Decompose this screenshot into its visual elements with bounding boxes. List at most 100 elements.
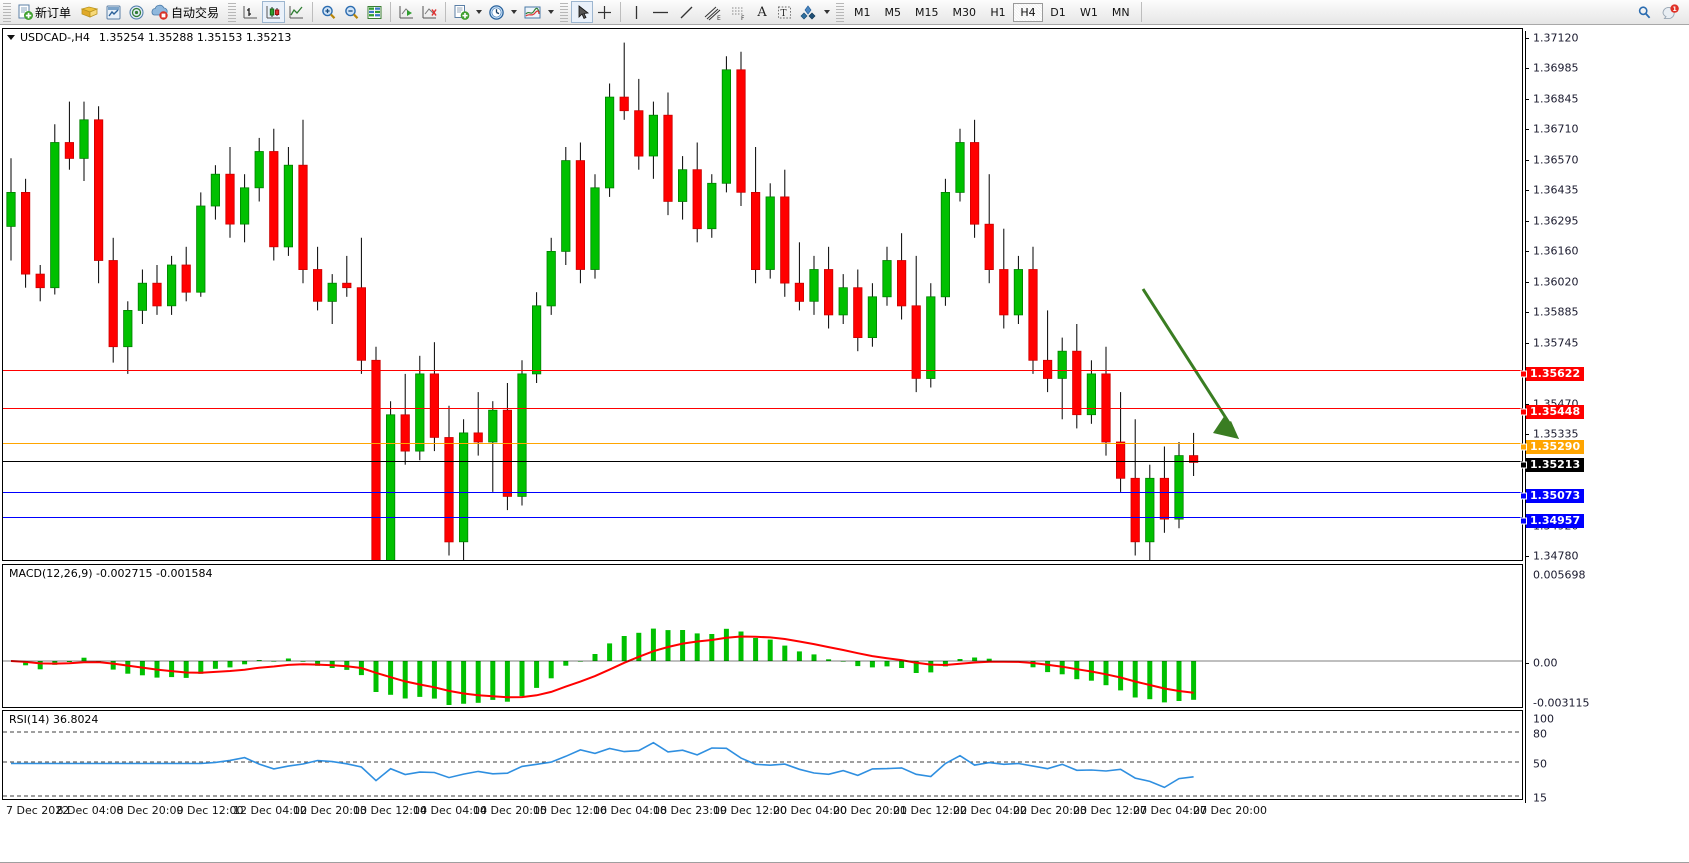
new-order-button[interactable]: 新订单 (14, 1, 77, 23)
shift-end-button[interactable] (395, 1, 418, 23)
price-scale[interactable]: 1.37120 1.36985 1.36845 1.36710 1.36570 1.364… (1520, 28, 1687, 805)
rsi-axis-label: 100 (1533, 712, 1554, 726)
timeframe-m1[interactable]: M1 (854, 5, 871, 19)
price-axis-label: 1.36570 (1533, 153, 1579, 167)
templates-button[interactable] (450, 1, 473, 23)
price-tick (1525, 160, 1529, 161)
time-axis-label: 14 Dec 04:00 (413, 804, 487, 817)
cursor-button[interactable] (571, 1, 594, 23)
level-tag-resistance-1[interactable]: 1.35622 (1526, 367, 1585, 381)
timeframe-m5[interactable]: M5 (884, 5, 902, 19)
level-line-resistance-1[interactable] (3, 370, 1522, 371)
level-handle-pivot[interactable] (1520, 443, 1527, 451)
price-pane[interactable]: USDCAD-,H4 1.35254 1.35288 1.35153 1.352… (2, 28, 1523, 561)
chart-area[interactable]: USDCAD-,H4 1.35254 1.35288 1.35153 1.352… (0, 25, 1689, 863)
bar-chart-button[interactable] (239, 1, 262, 23)
rsi-pane[interactable]: RSI(14) 36.8024 (2, 710, 1523, 800)
text-label-button[interactable]: T (773, 1, 796, 23)
level-line-current-price[interactable] (3, 461, 1522, 462)
macd-axis-label: -0.003115 (1533, 696, 1590, 710)
objects-dropdown-icon[interactable] (824, 10, 831, 14)
price-tick (1525, 251, 1529, 252)
search-button[interactable] (1633, 1, 1656, 23)
candlestick-chart-button[interactable] (262, 1, 286, 23)
svg-text:E: E (717, 15, 721, 21)
time-axis-label: 18 Dec 23:00 (653, 804, 727, 817)
period-dropdown-icon[interactable] (511, 10, 518, 14)
trendline-button[interactable] (674, 1, 699, 23)
price-tick (1525, 129, 1529, 130)
text-button[interactable]: A (757, 4, 767, 20)
timeframe-d1[interactable]: D1 (1050, 5, 1066, 19)
price-tick (1525, 38, 1529, 39)
objects-button[interactable] (796, 1, 821, 23)
line-chart-button[interactable] (285, 1, 308, 23)
time-axis-label: 7 Dec 2022 (6, 804, 70, 817)
level-line-pivot[interactable] (3, 443, 1522, 444)
macd-tick (1525, 663, 1529, 664)
time-axis[interactable]: 7 Dec 2022 8 Dec 04:00 8 Dec 20:00 9 Dec 12… (2, 801, 1523, 823)
toolbar-grip[interactable] (3, 2, 11, 22)
profile-button[interactable] (77, 1, 102, 23)
templates-dropdown-icon[interactable] (476, 10, 483, 14)
auto-scroll-button[interactable] (418, 1, 441, 23)
market-watch-button[interactable] (102, 1, 125, 23)
level-handle-current-price[interactable] (1520, 461, 1527, 469)
zoom-in-button[interactable] (317, 1, 340, 23)
hline-button[interactable] (647, 1, 674, 23)
rsi-axis-label: 50 (1533, 757, 1547, 771)
fibonacci-button[interactable]: F (726, 1, 751, 23)
timeframe-m30[interactable]: M30 (952, 5, 977, 19)
chart-ohlc-label: 1.35254 1.35288 1.35153 1.35213 (98, 31, 292, 44)
indicators-button[interactable] (520, 1, 545, 23)
toolbar-grip-4[interactable] (836, 2, 845, 22)
period-button[interactable] (485, 1, 508, 23)
level-tag-resistance-2[interactable]: 1.35448 (1526, 405, 1585, 419)
price-axis-label: 1.36295 (1533, 214, 1579, 228)
timeframe-w1[interactable]: W1 (1080, 5, 1098, 19)
toolbar-grip-2[interactable] (228, 2, 237, 22)
time-axis-label: 22 Dec 20:00 (1013, 804, 1087, 817)
chart-collapse-icon[interactable] (7, 35, 15, 40)
crosshair-button[interactable] (593, 1, 616, 23)
indicators-dropdown-icon[interactable] (548, 10, 555, 14)
zoom-out-button[interactable] (340, 1, 363, 23)
vline-button[interactable] (625, 1, 647, 23)
level-handle-support-1[interactable] (1520, 492, 1527, 500)
price-axis-label: 1.36160 (1533, 244, 1579, 258)
time-axis-label: 23 Dec 12:00 (1073, 804, 1147, 817)
level-tag-pivot[interactable]: 1.35290 (1526, 440, 1585, 454)
rsi-axis-label: 15 (1533, 791, 1547, 805)
price-scale-divider (1525, 31, 1526, 803)
price-tick (1525, 282, 1529, 283)
timeframe-mn[interactable]: MN (1111, 5, 1130, 19)
level-handle-resistance-2[interactable] (1520, 408, 1527, 416)
auto-trading-button[interactable]: 自动交易 (148, 1, 225, 23)
level-tag-current-price[interactable]: 1.35213 (1526, 458, 1585, 472)
time-axis-label: 20 Dec 20:00 (833, 804, 907, 817)
alerts-button[interactable]: 1 (1658, 1, 1683, 23)
level-handle-support-2[interactable] (1520, 517, 1527, 525)
timeframe-m15[interactable]: M15 (915, 5, 939, 19)
timeframe-h1[interactable]: H1 (990, 5, 1006, 19)
toolbar-separator-1 (312, 2, 314, 22)
level-handle-resistance-1[interactable] (1520, 370, 1527, 378)
timeframe-h4[interactable]: H4 (1013, 2, 1044, 22)
price-tick (1525, 556, 1529, 557)
toolbar-grip-3[interactable] (560, 2, 569, 22)
rsi-label: RSI(14) 36.8024 (9, 713, 99, 726)
level-tag-support-1[interactable]: 1.35073 (1526, 489, 1585, 503)
equidistant-channel-button[interactable]: E (699, 1, 726, 23)
level-tag-support-2[interactable]: 1.34957 (1526, 514, 1585, 528)
level-line-resistance-2[interactable] (3, 408, 1522, 409)
macd-pane[interactable]: MACD(12,26,9) -0.002715 -0.001584 (2, 564, 1523, 708)
rsi-svg (3, 731, 1522, 797)
data-window-button[interactable] (363, 1, 386, 23)
level-line-support-2[interactable] (3, 517, 1522, 518)
level-line-support-1[interactable] (3, 492, 1522, 493)
macd-label: MACD(12,26,9) -0.002715 -0.001584 (9, 567, 213, 580)
signals-button[interactable] (125, 1, 148, 23)
time-axis-label: 8 Dec 20:00 (116, 804, 184, 817)
toolbar-separator-5 (1140, 2, 1142, 22)
